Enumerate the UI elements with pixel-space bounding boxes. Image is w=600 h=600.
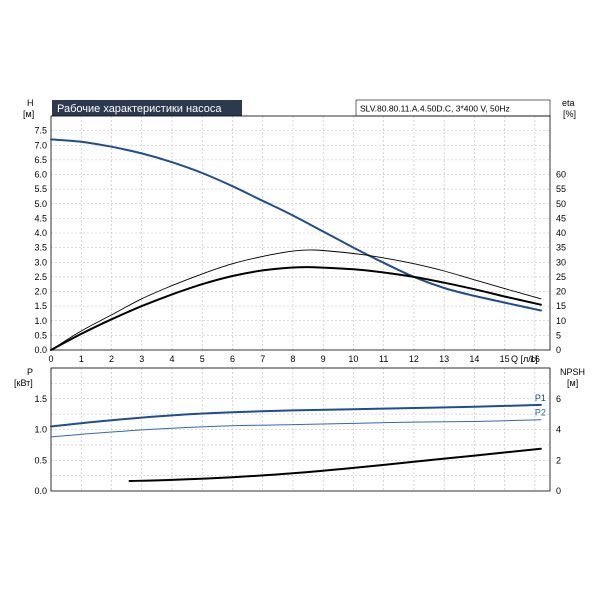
y-right-tick-label: 25 — [556, 272, 566, 282]
y-right-axis-title: eta — [562, 98, 575, 108]
plot-frame — [50, 367, 551, 492]
x-tick-label: 13 — [439, 354, 449, 364]
y-right-axis-unit: [%] — [563, 109, 576, 119]
y-left-tick-label: 7.0 — [34, 140, 47, 150]
x-tick-label: 9 — [321, 354, 326, 364]
y-left-tick-label: 0.0 — [34, 486, 47, 496]
chart-title: Рабочие характеристики насоса — [57, 103, 222, 115]
x-tick-label: 15 — [500, 354, 510, 364]
series-h-line — [50, 138, 542, 312]
y-right-tick-label: 6 — [556, 394, 561, 404]
plot-frame — [50, 115, 551, 351]
y-right-tick-label: 20 — [556, 287, 566, 297]
y-left-tick-label: 4.5 — [34, 213, 47, 223]
series-npsh-line — [128, 447, 542, 482]
y-right-tick-label: 0 — [556, 345, 561, 355]
series-label-p2: P2 — [535, 408, 546, 418]
y-right-tick-label: 30 — [556, 257, 566, 267]
x-tick-label: 14 — [469, 354, 479, 364]
y-right-tick-label: 45 — [556, 213, 566, 223]
x-tick-label: 3 — [139, 354, 144, 364]
y-left-tick-label: 5.5 — [34, 184, 47, 194]
x-tick-label: 1 — [79, 354, 84, 364]
x-tick-label: 0 — [48, 354, 53, 364]
y-left-tick-label: 6.0 — [34, 170, 47, 180]
y-right-tick-label: 10 — [556, 316, 566, 326]
y-right-tick-label: 60 — [556, 170, 566, 180]
y-left-tick-label: 3.0 — [34, 257, 47, 267]
y-left-axis-title: P — [27, 367, 33, 377]
head-efficiency-panel: 0 1 2 3 4 5 6 7 8 9 10 11 12 13 14 15 160.00.51.01.52.02… — [23, 98, 576, 364]
y-left-tick-label: 2.0 — [34, 287, 47, 297]
y-left-tick-label: 0.0 — [34, 345, 47, 355]
y-left-tick-label: 2.5 — [34, 272, 47, 282]
series-eta1-line — [50, 249, 542, 351]
x-axis-title: Q [л/с] — [511, 354, 538, 364]
y-left-tick-label: 1.0 — [34, 425, 47, 435]
x-tick-label: 5 — [200, 354, 205, 364]
y-left-tick-label: 6.5 — [34, 155, 47, 165]
series-label-p1: P1 — [535, 393, 546, 403]
x-tick-label: 11 — [379, 354, 388, 364]
x-tick-label: 12 — [409, 354, 419, 364]
y-left-tick-label: 1.0 — [34, 316, 47, 326]
series-p2-line — [50, 419, 542, 438]
y-left-tick-label: 0.5 — [34, 330, 47, 340]
y-left-tick-label: 7.5 — [34, 126, 47, 136]
y-left-tick-label: 1.5 — [34, 394, 47, 404]
y-left-axis-unit: [м] — [23, 109, 34, 119]
y-left-axis-unit: [кВт] — [14, 378, 33, 388]
y-right-tick-label: 50 — [556, 199, 566, 209]
x-tick-label: 16 — [530, 354, 540, 364]
chart-title-box — [52, 100, 242, 116]
y-left-tick-label: 4.0 — [34, 228, 47, 238]
y-right-tick-label: 15 — [556, 301, 566, 311]
x-tick-label: 7 — [260, 354, 265, 364]
x-tick-label: 6 — [230, 354, 235, 364]
y-right-axis-title: NPSH — [560, 367, 585, 377]
y-left-tick-label: 3.5 — [34, 243, 47, 253]
y-right-tick-label: 40 — [556, 228, 566, 238]
y-right-tick-label: 5 — [556, 330, 561, 340]
x-tick-label: 10 — [348, 354, 358, 364]
power-npsh-panel: 0.0 0.5 1.0 1.5 0 2 4 6 P[кВт] NPSH[м] P1 P2 — [14, 367, 585, 496]
y-left-tick-label: 0.5 — [34, 455, 47, 465]
y-left-tick-label: 5.0 — [34, 199, 47, 209]
model-label: SLV.80.80.11.A.4.50D.C, 3*400 V, 50Hz — [360, 104, 510, 114]
y-right-axis-unit: [м] — [567, 378, 578, 388]
series-p1-line — [50, 403, 542, 428]
y-right-tick-label: 55 — [556, 184, 566, 194]
x-tick-label: 8 — [290, 354, 295, 364]
y-right-tick-label: 0 — [556, 486, 561, 496]
y-right-tick-label: 4 — [556, 425, 561, 435]
x-tick-label: 2 — [109, 354, 114, 364]
y-left-tick-label: 1.5 — [34, 301, 47, 311]
x-tick-label: 4 — [169, 354, 174, 364]
y-left-axis-title: H — [27, 98, 34, 108]
y-right-tick-label: 2 — [556, 455, 561, 465]
y-right-tick-label: 35 — [556, 243, 566, 253]
series-eta2-line — [50, 266, 542, 351]
